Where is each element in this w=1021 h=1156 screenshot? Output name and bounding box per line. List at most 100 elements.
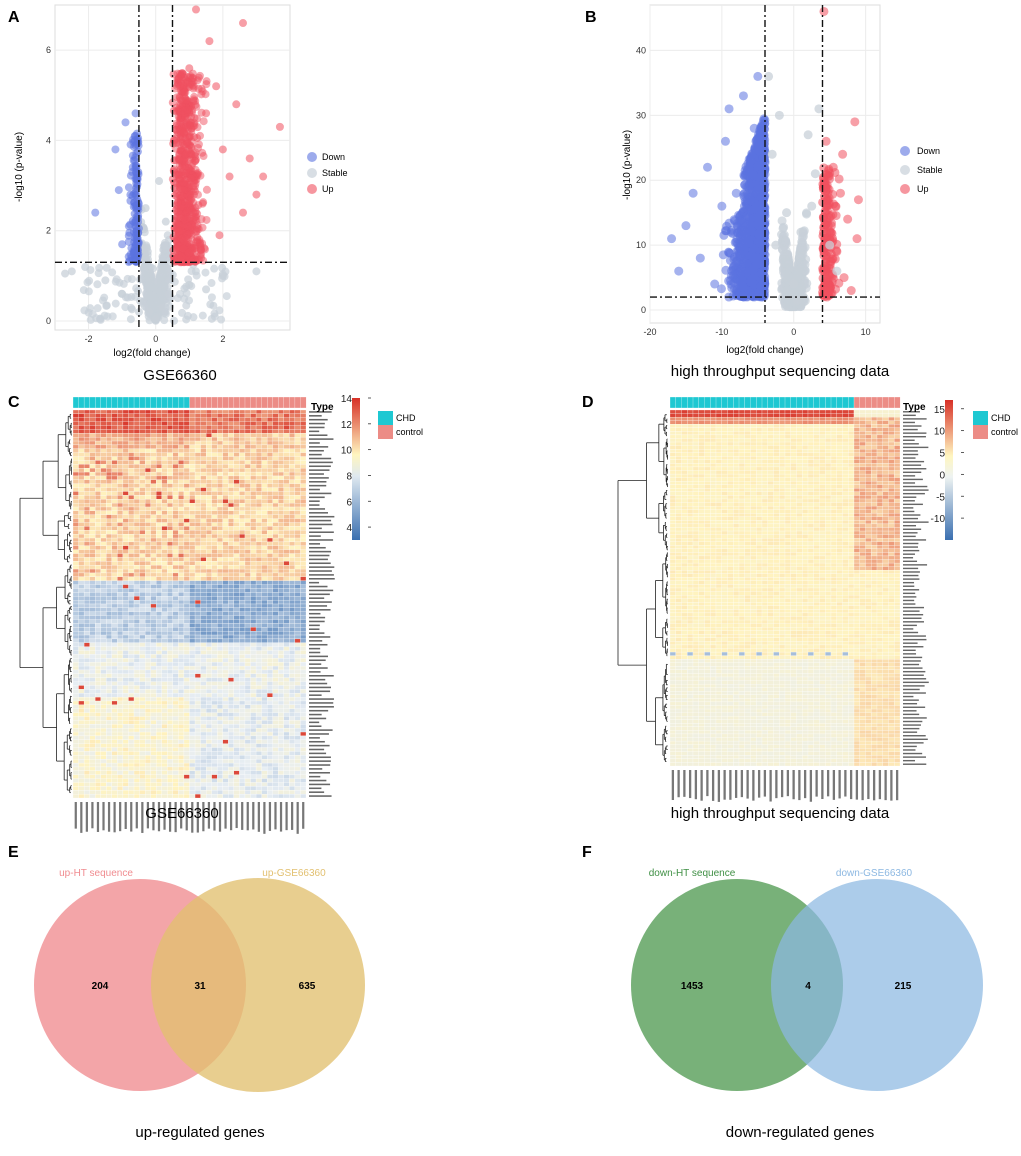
point-down xyxy=(756,282,766,292)
heatmap-cell xyxy=(283,413,290,418)
type-bar-cell-control xyxy=(267,396,274,409)
legend-b: Down Stable Up xyxy=(900,146,943,194)
point-up xyxy=(182,231,191,240)
point-down xyxy=(753,161,763,171)
heatmap-cell xyxy=(206,421,212,426)
heatmap-cell xyxy=(250,409,257,415)
heatmap-cell xyxy=(289,417,296,422)
point-up xyxy=(198,199,207,208)
x-tick-label: -2 xyxy=(85,334,93,344)
point-up xyxy=(225,172,234,181)
heatmap-cell xyxy=(206,409,212,415)
heatmap-cell xyxy=(150,425,157,430)
point-up xyxy=(245,154,254,163)
point-stable xyxy=(182,301,191,310)
heatmap-cell xyxy=(289,429,296,434)
point-stable xyxy=(218,271,227,280)
point-down xyxy=(749,123,759,133)
y-tick-label: 2 xyxy=(46,226,51,236)
point-up xyxy=(181,96,190,105)
heatmap-cell xyxy=(228,421,235,426)
point-stable xyxy=(796,227,806,237)
point-up xyxy=(183,105,192,114)
point-down xyxy=(674,266,684,276)
heatmap-cell xyxy=(255,425,262,430)
point-stable xyxy=(189,313,198,322)
heatmap-cell xyxy=(278,421,284,426)
point-up xyxy=(825,286,835,296)
point-stable xyxy=(119,279,128,288)
heatmap-cell xyxy=(244,417,251,422)
point-up xyxy=(820,261,830,271)
point-stable xyxy=(789,279,799,289)
heatmap-cell xyxy=(89,421,96,426)
legend-swatch-stable xyxy=(307,168,317,178)
point-down xyxy=(717,201,727,211)
dendrogram-c xyxy=(19,414,72,794)
point-up xyxy=(198,223,207,232)
type-bar-cell-control xyxy=(255,396,262,409)
legend-a: Down Stable Up xyxy=(307,152,348,194)
heatmap-cell xyxy=(206,413,212,418)
heatmap-cell xyxy=(78,413,85,418)
point-up xyxy=(178,202,187,211)
heatmap-cell xyxy=(183,413,190,418)
heatmap-cell xyxy=(95,421,101,426)
heatmap-cell xyxy=(200,409,207,415)
point-stable xyxy=(825,240,835,250)
heatmap-cell xyxy=(72,409,79,415)
point-stable xyxy=(802,209,812,219)
type-bar-cell-control xyxy=(261,396,268,409)
heatmap-cell xyxy=(300,409,307,415)
heatmap-cell xyxy=(172,417,179,422)
heatmap-cell xyxy=(122,417,129,422)
type-bar-cell-control xyxy=(217,396,224,409)
point-stable xyxy=(185,280,194,289)
heatmap-cell xyxy=(178,421,185,426)
heatmap-cell xyxy=(300,425,307,430)
heatmap-cell xyxy=(83,421,90,426)
point-stable xyxy=(84,287,93,296)
heatmap-cell xyxy=(161,425,168,430)
heatmap-cell xyxy=(211,417,218,422)
point-down xyxy=(688,188,698,198)
heatmap-cell xyxy=(255,429,262,434)
heatmap-cell xyxy=(294,425,301,430)
heatmap-cell xyxy=(139,425,146,430)
heatmap-cell xyxy=(128,409,135,415)
type-bar-cell-CHD xyxy=(83,396,90,409)
heatmap-cell xyxy=(117,409,124,415)
heatmap-cell xyxy=(222,421,229,426)
heatmap-cell xyxy=(100,421,107,426)
heatmap-cell xyxy=(189,425,196,430)
point-stable xyxy=(118,289,127,298)
heatmap-cell xyxy=(222,417,229,422)
x-tick-label: -20 xyxy=(643,327,656,337)
point-up xyxy=(181,215,190,224)
point-stable xyxy=(102,301,111,310)
heatmap-cell xyxy=(228,425,235,430)
point-stable xyxy=(155,177,164,186)
point-stable xyxy=(141,204,150,213)
point-stable xyxy=(157,262,166,271)
heatmap-cell xyxy=(167,417,173,422)
point-up xyxy=(843,214,853,224)
point-down xyxy=(744,238,754,248)
point-down xyxy=(131,131,140,140)
point-stable xyxy=(67,267,76,276)
heatmap-cell xyxy=(250,421,257,426)
heatmap-cell xyxy=(267,413,273,418)
heatmap-cell xyxy=(283,421,290,426)
point-stable xyxy=(145,307,153,316)
heatmap-cell xyxy=(228,409,235,415)
heatmap-cell xyxy=(211,429,218,434)
heatmap-cell xyxy=(211,409,218,415)
point-up xyxy=(202,80,211,89)
heatmap-cell xyxy=(111,413,118,418)
point-stable xyxy=(80,306,89,315)
heatmap-cell xyxy=(83,409,90,415)
x-axis-label-b: log2(fold change) xyxy=(726,345,803,356)
heatmap-cell xyxy=(178,417,185,422)
heatmap-cell xyxy=(183,421,190,426)
